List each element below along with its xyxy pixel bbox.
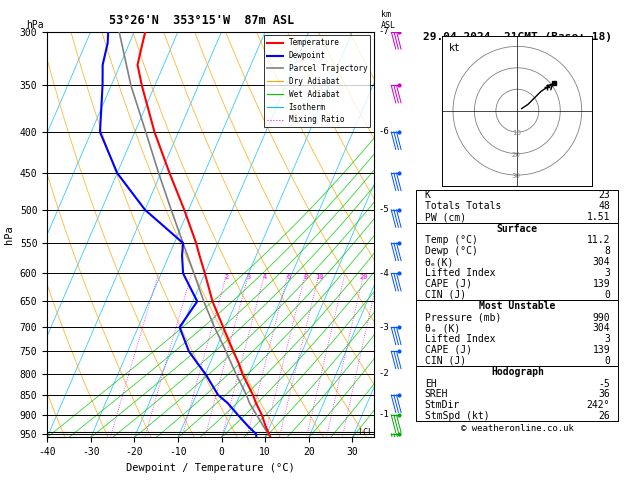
X-axis label: Dewpoint / Temperature (°C): Dewpoint / Temperature (°C) xyxy=(126,463,295,473)
Text: 1.51: 1.51 xyxy=(587,212,610,223)
Text: 0: 0 xyxy=(604,290,610,299)
Text: 139: 139 xyxy=(593,345,610,355)
Text: 139: 139 xyxy=(593,279,610,289)
Text: θₑ (K): θₑ (K) xyxy=(425,323,460,333)
Text: -5: -5 xyxy=(379,205,389,214)
Text: -6: -6 xyxy=(379,127,389,137)
Text: kt: kt xyxy=(448,43,460,52)
Text: 26: 26 xyxy=(598,411,610,421)
Text: 10: 10 xyxy=(512,130,521,137)
Y-axis label: hPa: hPa xyxy=(4,225,14,244)
Text: 4: 4 xyxy=(263,275,267,280)
Text: K: K xyxy=(425,191,430,200)
Text: -5: -5 xyxy=(598,379,610,389)
Text: 23: 23 xyxy=(598,191,610,200)
Text: 304: 304 xyxy=(593,257,610,267)
Text: 53°26'N  353°15'W  87m ASL: 53°26'N 353°15'W 87m ASL xyxy=(109,14,294,27)
Text: 8: 8 xyxy=(604,246,610,256)
Text: LCL: LCL xyxy=(358,429,373,437)
Text: -1: -1 xyxy=(379,410,389,419)
Text: Temp (°C): Temp (°C) xyxy=(425,236,477,245)
Text: Totals Totals: Totals Totals xyxy=(425,201,501,211)
Text: 3: 3 xyxy=(604,268,610,278)
Text: 48: 48 xyxy=(598,201,610,211)
Text: -4: -4 xyxy=(379,269,389,278)
Text: 304: 304 xyxy=(593,323,610,333)
Text: CAPE (J): CAPE (J) xyxy=(425,345,472,355)
Text: Lifted Index: Lifted Index xyxy=(425,268,495,278)
Text: Dewp (°C): Dewp (°C) xyxy=(425,246,477,256)
Text: 36: 36 xyxy=(598,389,610,399)
Text: -3: -3 xyxy=(379,323,389,332)
Text: 11.2: 11.2 xyxy=(587,236,610,245)
Text: StmSpd (kt): StmSpd (kt) xyxy=(425,411,489,421)
Text: hPa: hPa xyxy=(26,19,43,30)
Text: SREH: SREH xyxy=(425,389,448,399)
Text: 29.04.2024  21GMT (Base: 18): 29.04.2024 21GMT (Base: 18) xyxy=(423,32,612,42)
Text: CIN (J): CIN (J) xyxy=(425,356,465,365)
Text: 990: 990 xyxy=(593,312,610,323)
Text: Pressure (mb): Pressure (mb) xyxy=(425,312,501,323)
Text: -2: -2 xyxy=(379,369,389,378)
Text: Most Unstable: Most Unstable xyxy=(479,301,555,311)
Text: Lifted Index: Lifted Index xyxy=(425,334,495,344)
Text: 20: 20 xyxy=(512,152,521,158)
Text: 30: 30 xyxy=(512,174,521,179)
Text: 2: 2 xyxy=(225,275,229,280)
Text: 3: 3 xyxy=(247,275,251,280)
Text: EH: EH xyxy=(425,379,437,389)
Text: Surface: Surface xyxy=(497,224,538,234)
Text: CAPE (J): CAPE (J) xyxy=(425,279,472,289)
Legend: Temperature, Dewpoint, Parcel Trajectory, Dry Adiabat, Wet Adiabat, Isotherm, Mi: Temperature, Dewpoint, Parcel Trajectory… xyxy=(264,35,370,127)
Text: θₑ(K): θₑ(K) xyxy=(425,257,454,267)
Text: km
ASL: km ASL xyxy=(381,10,396,30)
Text: 10: 10 xyxy=(315,275,323,280)
Text: 0: 0 xyxy=(604,356,610,365)
Text: 6: 6 xyxy=(286,275,291,280)
Text: 20: 20 xyxy=(360,275,368,280)
Text: PW (cm): PW (cm) xyxy=(425,212,465,223)
Text: 242°: 242° xyxy=(587,400,610,410)
Text: © weatheronline.co.uk: © weatheronline.co.uk xyxy=(461,424,574,434)
Text: Hodograph: Hodograph xyxy=(491,367,544,377)
Text: CIN (J): CIN (J) xyxy=(425,290,465,299)
Text: 8: 8 xyxy=(303,275,308,280)
Text: StmDir: StmDir xyxy=(425,400,460,410)
Text: -7: -7 xyxy=(379,27,389,36)
Text: 3: 3 xyxy=(604,334,610,344)
